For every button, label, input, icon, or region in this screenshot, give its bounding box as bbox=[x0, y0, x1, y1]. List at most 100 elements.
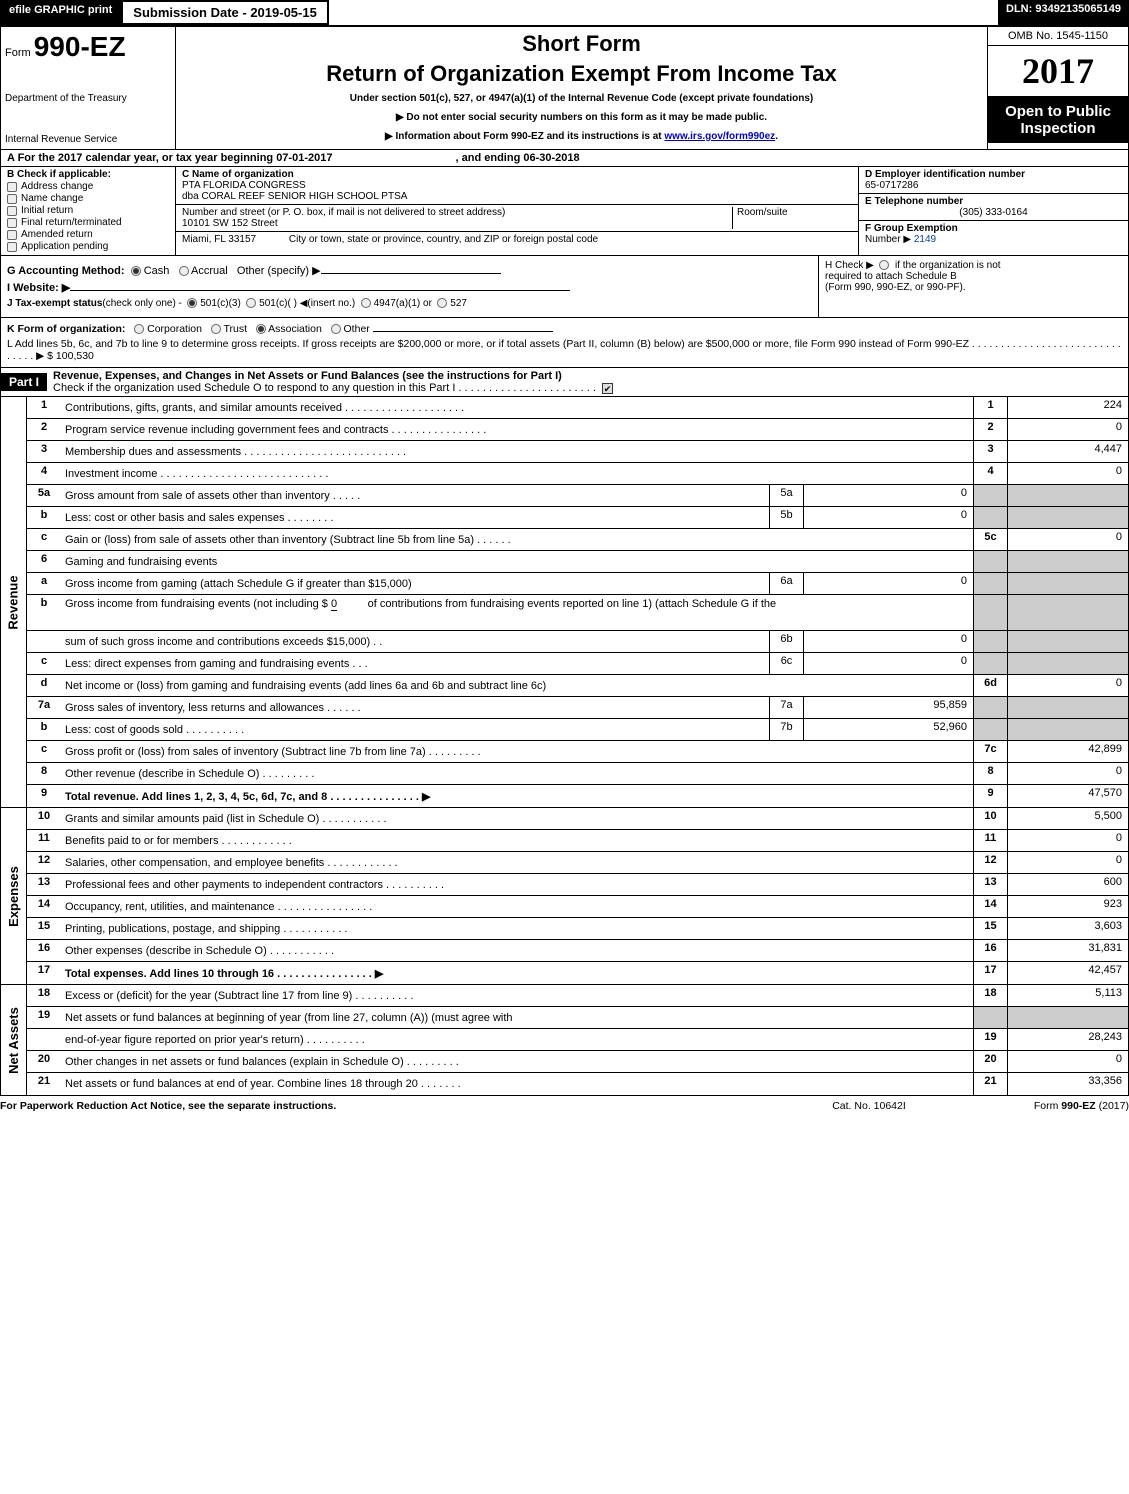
open-to-public: Open to Public Inspection bbox=[988, 97, 1128, 143]
efile-print-button[interactable]: efile GRAPHIC print bbox=[0, 0, 121, 25]
g-accrual: Accrual bbox=[191, 265, 228, 277]
section-a-ending: , and ending 06-30-2018 bbox=[456, 152, 580, 164]
line-6b-no: b bbox=[27, 595, 61, 630]
line-6b2-mn: 6b bbox=[770, 631, 804, 652]
line-9-desc: Total revenue. Add lines 1, 2, 3, 4, 5c,… bbox=[61, 785, 974, 807]
line-7c-val: 42,899 bbox=[1008, 741, 1128, 762]
k-assoc: Association bbox=[268, 323, 322, 335]
section-ghi: G Accounting Method: Cash Accrual Other … bbox=[0, 256, 1129, 318]
line-6-rn-shade bbox=[974, 551, 1008, 572]
form-prefix: Form bbox=[5, 47, 31, 59]
line-6b2-val-shade bbox=[1008, 631, 1128, 652]
line-11-no: 11 bbox=[27, 830, 61, 851]
radio-assoc[interactable] bbox=[256, 324, 266, 334]
radio-4947[interactable] bbox=[361, 298, 371, 308]
main-title: Return of Organization Exempt From Incom… bbox=[182, 61, 981, 87]
radio-501c[interactable] bbox=[246, 298, 256, 308]
line-2-desc: Program service revenue including govern… bbox=[61, 419, 974, 440]
radio-527[interactable] bbox=[437, 298, 447, 308]
line-10-no: 10 bbox=[27, 808, 61, 829]
chk-address-change[interactable]: Address change bbox=[7, 181, 169, 192]
line-13-rn: 13 bbox=[974, 874, 1008, 895]
radio-trust[interactable] bbox=[211, 324, 221, 334]
radio-501c3[interactable] bbox=[187, 298, 197, 308]
line-9-rn: 9 bbox=[974, 785, 1008, 807]
line-18-val: 5,113 bbox=[1008, 985, 1128, 1006]
line-11-val: 0 bbox=[1008, 830, 1128, 851]
chk-initial-return[interactable]: Initial return bbox=[7, 205, 169, 216]
line-6-desc: Gaming and fundraising events bbox=[61, 551, 974, 572]
line-6a-desc: Gross income from gaming (attach Schedul… bbox=[61, 573, 770, 594]
section-l-text: L Add lines 5b, 6c, and 7b to line 9 to … bbox=[7, 338, 1122, 362]
line-19-no: 19 bbox=[27, 1007, 61, 1028]
line-7b-mn: 7b bbox=[770, 719, 804, 740]
line-7a-no: 7a bbox=[27, 697, 61, 718]
org-city: Miami, FL 33157 bbox=[182, 234, 256, 245]
tax-year: 2017 bbox=[988, 46, 1128, 97]
line-6b-d1: Gross income from fundraising events (no… bbox=[65, 598, 328, 610]
line-16-rn: 16 bbox=[974, 940, 1008, 961]
line-21-desc: Net assets or fund balances at end of ye… bbox=[61, 1073, 974, 1095]
c-city-label: City or town, state or province, country… bbox=[289, 234, 598, 245]
line-4-rn: 4 bbox=[974, 463, 1008, 484]
line-15-rn: 15 bbox=[974, 918, 1008, 939]
chk-amended-return[interactable]: Amended return bbox=[7, 229, 169, 240]
form-header: Form 990-EZ Department of the Treasury I… bbox=[0, 25, 1129, 150]
line-13-val: 600 bbox=[1008, 874, 1128, 895]
chk-schedule-o[interactable] bbox=[602, 383, 613, 394]
line-5c-rn: 5c bbox=[974, 529, 1008, 550]
line-6c-no: c bbox=[27, 653, 61, 674]
line-4-no: 4 bbox=[27, 463, 61, 484]
chk-name-change[interactable]: Name change bbox=[7, 193, 169, 204]
line-7b-rn-shade bbox=[974, 719, 1008, 740]
line-19b-desc: end-of-year figure reported on prior yea… bbox=[61, 1029, 974, 1050]
chk-final-return[interactable]: Final return/terminated bbox=[7, 217, 169, 228]
line-6b-val-shade bbox=[1008, 595, 1128, 630]
line-6c-mv: 0 bbox=[804, 653, 974, 674]
line-5a-no: 5a bbox=[27, 485, 61, 506]
form-header-right: OMB No. 1545-1150 2017 Open to Public In… bbox=[988, 27, 1128, 149]
checkbox-icon bbox=[7, 206, 17, 216]
h-text3: required to attach Schedule B bbox=[825, 271, 1122, 282]
section-kl: K Form of organization: Corporation Trus… bbox=[0, 318, 1129, 368]
radio-h[interactable] bbox=[879, 260, 889, 270]
short-form-title: Short Form bbox=[182, 31, 981, 57]
radio-corp[interactable] bbox=[134, 324, 144, 334]
line-20-val: 0 bbox=[1008, 1051, 1128, 1072]
part1-title-wrap: Revenue, Expenses, and Changes in Net As… bbox=[47, 368, 1128, 396]
radio-other[interactable] bbox=[331, 324, 341, 334]
line-8-val: 0 bbox=[1008, 763, 1128, 784]
line-18-desc: Excess or (deficit) for the year (Subtra… bbox=[61, 985, 974, 1006]
radio-accrual[interactable] bbox=[179, 266, 189, 276]
chk-label: Address change bbox=[21, 181, 93, 192]
k-trust: Trust bbox=[223, 323, 247, 335]
line-6-val-shade bbox=[1008, 551, 1128, 572]
line-12-desc: Salaries, other compensation, and employ… bbox=[61, 852, 974, 873]
line-11-rn: 11 bbox=[974, 830, 1008, 851]
line-18-no: 18 bbox=[27, 985, 61, 1006]
line-6a-rn-shade bbox=[974, 573, 1008, 594]
subtitle: Under section 501(c), 527, or 4947(a)(1)… bbox=[182, 93, 981, 104]
section-h: H Check ▶ if the organization is not req… bbox=[818, 256, 1128, 317]
line-6b-d2: 0 bbox=[331, 598, 337, 611]
line-10-desc: Grants and similar amounts paid (list in… bbox=[61, 808, 974, 829]
radio-cash[interactable] bbox=[131, 266, 141, 276]
line-17-no: 17 bbox=[27, 962, 61, 984]
line-6c-desc: Less: direct expenses from gaming and fu… bbox=[61, 653, 770, 674]
line-7c-rn: 7c bbox=[974, 741, 1008, 762]
chk-application-pending[interactable]: Application pending bbox=[7, 241, 169, 252]
line-10-val: 5,500 bbox=[1008, 808, 1128, 829]
revenue-block: Revenue 1 Contributions, gifts, grants, … bbox=[0, 397, 1129, 808]
line-5a-mn: 5a bbox=[770, 485, 804, 506]
line-5a-desc: Gross amount from sale of assets other t… bbox=[61, 485, 770, 506]
line-1-no: 1 bbox=[27, 397, 61, 418]
line-15-no: 15 bbox=[27, 918, 61, 939]
line-6c-val-shade bbox=[1008, 653, 1128, 674]
line-6c-mn: 6c bbox=[770, 653, 804, 674]
irs-link[interactable]: www.irs.gov/form990ez bbox=[664, 131, 775, 142]
irs: Internal Revenue Service bbox=[5, 134, 171, 145]
line-7b-desc: Less: cost of goods sold . . . . . . . .… bbox=[61, 719, 770, 740]
g-cash: Cash bbox=[144, 265, 170, 277]
line-13-desc: Professional fees and other payments to … bbox=[61, 874, 974, 895]
line-5a-val-shade bbox=[1008, 485, 1128, 506]
